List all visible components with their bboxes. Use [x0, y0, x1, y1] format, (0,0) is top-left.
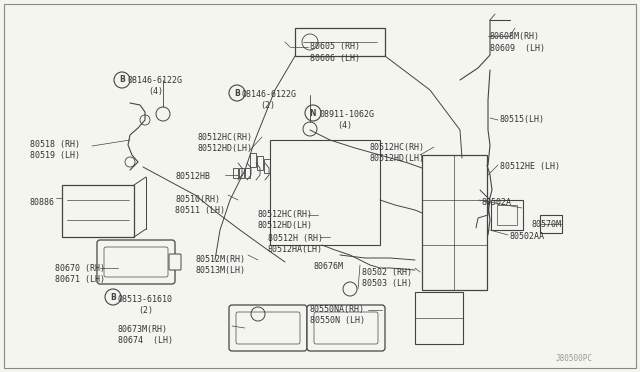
- Text: 80502A: 80502A: [481, 198, 511, 207]
- Bar: [233, 168, 238, 178]
- Text: B: B: [119, 76, 125, 84]
- FancyBboxPatch shape: [169, 254, 181, 270]
- FancyBboxPatch shape: [314, 312, 378, 344]
- Bar: [295, 28, 385, 56]
- Bar: [245, 168, 250, 178]
- Text: 80673M(RH): 80673M(RH): [118, 325, 168, 334]
- Bar: [270, 140, 380, 245]
- Bar: [491, 200, 523, 230]
- Text: 80670 (RH): 80670 (RH): [55, 264, 105, 273]
- Text: B: B: [110, 292, 116, 301]
- Text: (2): (2): [138, 306, 153, 315]
- Bar: [497, 205, 517, 225]
- Text: 80606 (LH): 80606 (LH): [310, 54, 360, 63]
- Text: 08146-6122G: 08146-6122G: [128, 76, 183, 85]
- Bar: [257, 156, 263, 170]
- Bar: [312, 175, 318, 187]
- Text: 80674  (LH): 80674 (LH): [118, 336, 173, 345]
- Text: 08513-61610: 08513-61610: [118, 295, 173, 304]
- Text: 80512H (RH): 80512H (RH): [268, 234, 323, 243]
- Text: (4): (4): [337, 121, 352, 130]
- Text: 80512HC(RH): 80512HC(RH): [370, 143, 425, 152]
- Text: N: N: [310, 109, 316, 118]
- Text: 08146-6122G: 08146-6122G: [242, 90, 297, 99]
- Text: (4): (4): [148, 87, 163, 96]
- FancyBboxPatch shape: [229, 305, 307, 351]
- Text: 80511 (LH): 80511 (LH): [175, 206, 225, 215]
- Text: 80502 (RH): 80502 (RH): [362, 268, 412, 277]
- Text: 80515(LH): 80515(LH): [500, 115, 545, 124]
- Text: 80512HA(LH): 80512HA(LH): [268, 245, 323, 254]
- Text: 80512HD(LH): 80512HD(LH): [198, 144, 253, 153]
- Bar: [415, 292, 463, 344]
- Text: 80512HE (LH): 80512HE (LH): [500, 162, 560, 171]
- Bar: [305, 175, 311, 187]
- Text: 80503 (LH): 80503 (LH): [362, 279, 412, 288]
- Bar: [540, 215, 562, 233]
- FancyBboxPatch shape: [104, 247, 168, 277]
- Text: 80609  (LH): 80609 (LH): [490, 44, 545, 53]
- Text: 80608M(RH): 80608M(RH): [490, 32, 540, 41]
- Text: 80512HC(RH): 80512HC(RH): [258, 210, 313, 219]
- Text: 80570M: 80570M: [531, 220, 561, 229]
- Text: 80512M(RH): 80512M(RH): [195, 255, 245, 264]
- Text: 80512HC(RH): 80512HC(RH): [198, 133, 253, 142]
- Bar: [239, 168, 244, 178]
- Text: 80518 (RH): 80518 (RH): [30, 140, 80, 149]
- Text: B: B: [234, 89, 240, 97]
- Bar: [271, 162, 277, 176]
- Text: 80550NA(RH): 80550NA(RH): [310, 305, 365, 314]
- Bar: [264, 159, 270, 173]
- FancyBboxPatch shape: [97, 240, 175, 284]
- Text: 80886: 80886: [30, 198, 55, 207]
- Text: 80676M: 80676M: [313, 262, 343, 271]
- Text: 80605 (RH): 80605 (RH): [310, 42, 360, 51]
- Bar: [250, 153, 256, 167]
- Text: 80512HB: 80512HB: [175, 172, 210, 181]
- Text: J80500PC: J80500PC: [556, 354, 593, 363]
- FancyBboxPatch shape: [307, 305, 385, 351]
- Text: 80550N (LH): 80550N (LH): [310, 316, 365, 325]
- Text: 80513M(LH): 80513M(LH): [195, 266, 245, 275]
- FancyBboxPatch shape: [236, 312, 300, 344]
- Text: (2): (2): [260, 101, 275, 110]
- Bar: [298, 175, 304, 187]
- Text: 80512HD(LH): 80512HD(LH): [370, 154, 425, 163]
- Text: 80510(RH): 80510(RH): [175, 195, 220, 204]
- Text: 80519 (LH): 80519 (LH): [30, 151, 80, 160]
- Text: 80671 (LH): 80671 (LH): [55, 275, 105, 284]
- Bar: [422, 155, 487, 290]
- Text: 08911-1062G: 08911-1062G: [319, 110, 374, 119]
- Text: 80512HD(LH): 80512HD(LH): [258, 221, 313, 230]
- Bar: [62, 185, 134, 237]
- Text: 80502AA: 80502AA: [510, 232, 545, 241]
